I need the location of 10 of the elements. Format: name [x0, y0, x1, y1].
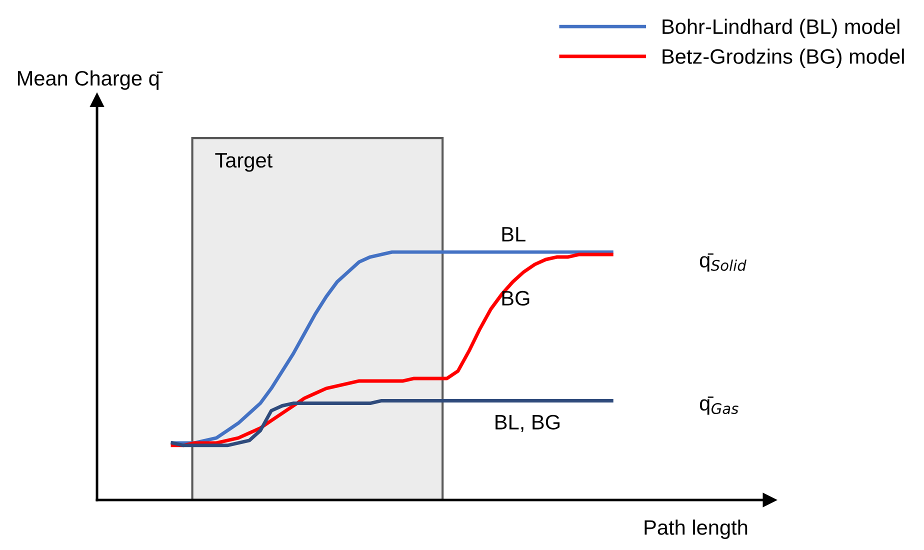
text: Mean Charge q̄ [18, 70, 163, 90]
text: BL [502, 227, 526, 242]
x-axis-title: Path length [644, 520, 748, 539]
annotation: BG [502, 290, 530, 306]
legend-label: Bohr-Lindhard (BL) model [662, 18, 900, 38]
annotation: BL, BG [496, 414, 560, 432]
text: q̄$_{Solid}$ [700, 253, 746, 272]
text: q̄$_{Gas}$ [700, 396, 738, 415]
legend-label: Betz-Grodzins (BG) model [662, 48, 904, 68]
text: Target [215, 153, 272, 172]
